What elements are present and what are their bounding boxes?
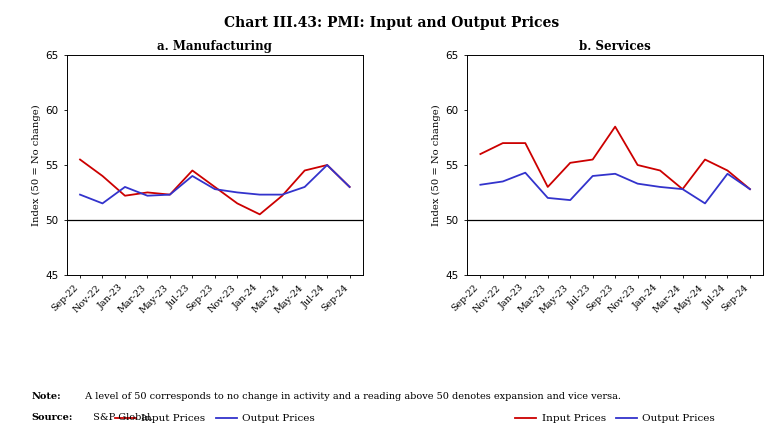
Text: Source:: Source: [31,413,73,422]
Title: b. Services: b. Services [579,40,651,53]
Y-axis label: Index (50 = No change): Index (50 = No change) [31,104,41,226]
Y-axis label: Index (50 = No change): Index (50 = No change) [432,104,441,226]
Text: Note:: Note: [31,392,61,401]
Text: Chart III.43: PMI: Input and Output Prices: Chart III.43: PMI: Input and Output Pric… [224,16,559,30]
Text: A level of 50 corresponds to no change in activity and a reading above 50 denote: A level of 50 corresponds to no change i… [82,392,621,401]
Legend: Input Prices, Output Prices: Input Prices, Output Prices [511,410,719,427]
Title: a. Manufacturing: a. Manufacturing [157,40,272,53]
Legend: Input Prices, Output Prices: Input Prices, Output Prices [111,410,319,427]
Text: S&P Global.: S&P Global. [90,413,153,422]
